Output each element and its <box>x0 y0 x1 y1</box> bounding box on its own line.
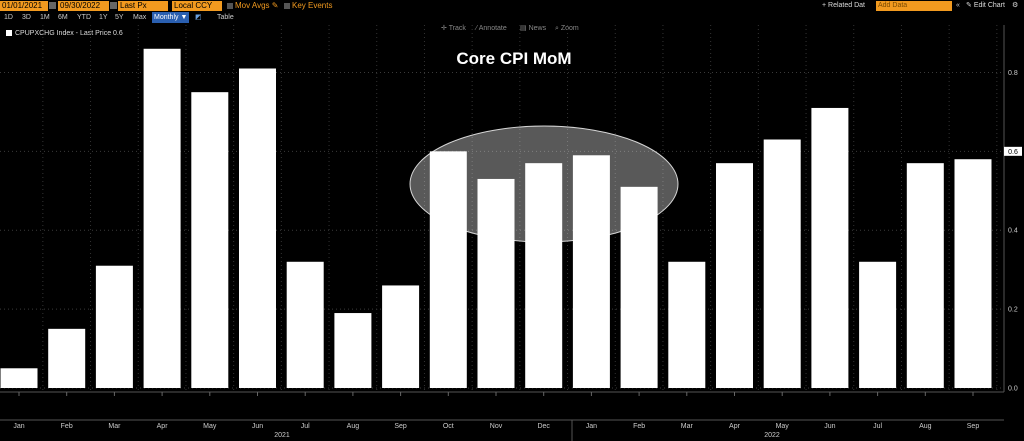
end-date-field[interactable]: 09/30/2022 <box>58 1 109 11</box>
bar[interactable] <box>906 163 944 388</box>
period-1d[interactable]: 1D <box>4 14 13 21</box>
x-tick-label: Feb <box>61 423 73 430</box>
key-events-toggle[interactable]: Key Events <box>284 1 332 11</box>
period-1m[interactable]: 1M <box>40 14 50 21</box>
bar[interactable] <box>477 178 515 388</box>
checkbox-icon <box>227 2 233 9</box>
x-tick-label: Jul <box>873 423 882 430</box>
bar[interactable] <box>668 261 706 388</box>
x-tick-label: Jul <box>301 423 310 430</box>
bar[interactable] <box>811 107 849 388</box>
y-tick-label: 0.2 <box>1008 307 1018 314</box>
highlight-ellipse <box>409 125 679 243</box>
legend-swatch <box>6 30 12 37</box>
x-tick-label: Nov <box>490 423 503 430</box>
x-tick-label: Apr <box>157 423 169 430</box>
legend-label: CPUPXCHG Index - Last Price 0.6 <box>15 30 123 37</box>
bar[interactable] <box>572 155 610 388</box>
period-5y[interactable]: 5Y <box>115 14 124 21</box>
top-toolbar: 01/01/2021 09/30/2022 Last Px Local CCY … <box>0 0 1024 12</box>
x-tick-label: Aug <box>919 423 932 430</box>
period-3d[interactable]: 3D <box>22 14 31 21</box>
bar[interactable] <box>48 328 86 388</box>
x-tick-label: Aug <box>347 423 360 430</box>
mov-avgs-toggle[interactable]: Mov Avgs ✎ <box>227 1 278 11</box>
bar[interactable] <box>716 163 753 388</box>
x-tick-label: Sep <box>394 423 407 430</box>
news-tool[interactable]: ▤ News <box>520 25 547 32</box>
x-axis-ticks: Jan Feb Mar Apr May Jun Jul Aug Sep Oct Nov Dec Jan F… <box>13 392 979 430</box>
period-ytd[interactable]: YTD <box>77 14 91 21</box>
x-tick-label: Oct <box>443 423 454 430</box>
x-tick-label: May <box>776 423 790 430</box>
x-tick-label: Jun <box>252 423 263 430</box>
bar[interactable] <box>859 261 897 388</box>
related-data-button[interactable]: + Related Dat <box>822 2 865 9</box>
bar[interactable] <box>0 368 38 388</box>
edit-icon: ✎ <box>966 2 974 9</box>
x-tick-label: Sep <box>967 423 980 430</box>
calendar-icon[interactable] <box>110 2 117 9</box>
bars <box>0 48 992 389</box>
period-1y[interactable]: 1Y <box>99 14 108 21</box>
x-tick-label: Feb <box>633 423 645 430</box>
bar[interactable] <box>620 186 658 388</box>
bar[interactable] <box>334 313 372 388</box>
chart-title: Core CPI MoM <box>456 49 571 68</box>
bar[interactable] <box>525 163 563 388</box>
year-label: 2021 <box>274 432 290 439</box>
bar[interactable] <box>382 285 420 388</box>
zoom-tool[interactable]: ⌕ Zoom <box>555 25 579 32</box>
add-data-input[interactable]: Add Data <box>876 1 952 11</box>
x-tick-label: Mar <box>681 423 694 430</box>
period-max[interactable]: Max <box>133 14 147 21</box>
bar[interactable] <box>429 151 467 388</box>
checkbox-icon <box>284 2 290 9</box>
x-tick-label: Apr <box>729 423 741 430</box>
legend[interactable]: CPUPXCHG Index - Last Price 0.6 <box>6 29 123 38</box>
bar[interactable] <box>143 48 181 389</box>
x-tick-label: Jan <box>13 423 24 430</box>
bar[interactable] <box>954 159 992 388</box>
chart-type-icon[interactable]: ◩ <box>195 14 202 21</box>
last-value-marker: 0.6 <box>1004 146 1022 156</box>
start-date-field[interactable]: 01/01/2021 <box>0 1 48 11</box>
annotate-tool[interactable]: ⁄ Annotate <box>476 25 507 32</box>
y-tick-label: 0.0 <box>1008 386 1018 393</box>
y-tick-label: 0.4 <box>1008 228 1018 235</box>
x-tick-label: Mar <box>108 423 121 430</box>
frequency-select[interactable]: Monthly ▼ <box>152 12 190 23</box>
bar[interactable] <box>239 68 276 389</box>
bar[interactable] <box>95 265 133 388</box>
x-tick-label: Jun <box>824 423 835 430</box>
price-field-select[interactable]: Last Px <box>118 1 168 11</box>
calendar-icon[interactable] <box>49 2 56 9</box>
y-tick-label: 0.8 <box>1008 70 1018 77</box>
edit-chart-button[interactable]: ✎ Edit Chart <box>966 2 1005 9</box>
x-tick-label: Jan <box>586 423 597 430</box>
x-tick-label: May <box>203 423 217 430</box>
period-toolbar: 1D 3D 1M 6M YTD 1Y 5Y Max Monthly ▼ ◩ Ta… <box>0 12 1024 23</box>
bar[interactable] <box>763 139 801 389</box>
y-axis-ticks: 0.0 0.2 0.4 0.6 0.8 <box>1008 70 1018 393</box>
period-6m[interactable]: 6M <box>58 14 68 21</box>
collapse-icon[interactable]: « <box>956 2 960 9</box>
currency-select[interactable]: Local CCY <box>172 1 222 11</box>
bar[interactable] <box>286 261 324 388</box>
table-button[interactable]: Table <box>217 14 234 21</box>
track-tool[interactable]: ✛ Track <box>441 25 466 32</box>
pencil-icon[interactable]: ✎ <box>269 1 279 10</box>
last-value-label: 0.6 <box>1008 149 1018 156</box>
gear-icon[interactable]: ⚙ <box>1012 2 1019 9</box>
bar[interactable] <box>191 92 229 389</box>
year-labels: 2021 2022 <box>274 432 780 439</box>
x-tick-label: Dec <box>537 423 550 430</box>
year-label: 2022 <box>764 432 780 439</box>
